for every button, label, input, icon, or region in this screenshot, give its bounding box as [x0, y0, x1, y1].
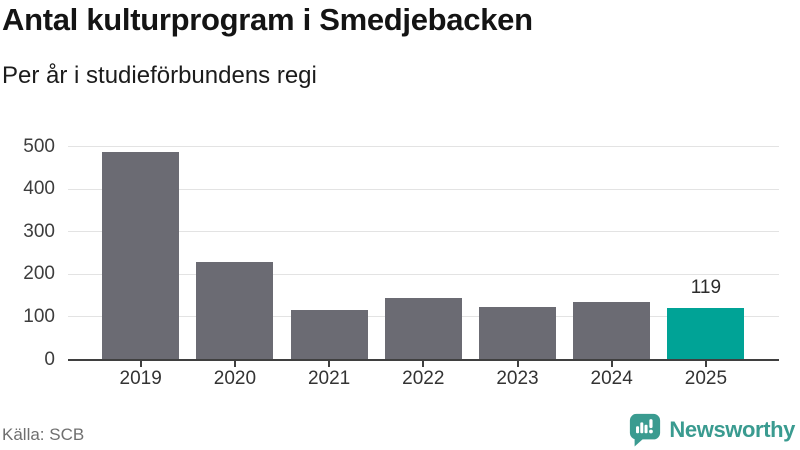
bar-2021 — [290, 310, 368, 359]
newsworthy-wordmark: Newsworthy — [669, 416, 795, 442]
logo-bar-1 — [636, 426, 640, 434]
y-tick-label-400: 400 — [23, 178, 55, 200]
logo-bar-3 — [644, 424, 648, 434]
plot-area: 2019 2020 2021 2022 2023 2024 2025 119 — [68, 146, 779, 389]
bar-2024 — [573, 302, 651, 359]
value-label-2025: 119 — [690, 277, 722, 299]
x-tick-2025 — [704, 361, 707, 367]
chart-subtitle: Per år i studieförbundens regi — [2, 62, 317, 89]
x-tick-label-2021: 2021 — [307, 368, 351, 389]
logo-bar-2 — [640, 422, 644, 434]
x-tick-label-2024: 2024 — [590, 368, 633, 389]
bar-2019 — [102, 151, 180, 359]
x-tick-2020 — [233, 361, 236, 367]
x-tick-2024 — [610, 361, 613, 367]
x-tick-label-2022: 2022 — [402, 368, 445, 389]
x-tick-label-2025: 2025 — [684, 368, 728, 389]
x-tick-label-2019: 2019 — [119, 368, 162, 389]
bar-2022 — [384, 298, 462, 359]
y-tick-label-300: 300 — [23, 220, 55, 242]
y-tick-label-200: 200 — [23, 263, 55, 285]
y-tick-label-500: 500 — [23, 135, 55, 157]
y-axis-labels: 0 100 200 300 400 500 — [0, 136, 55, 370]
gridline-500 — [68, 146, 779, 147]
y-tick-label-100: 100 — [23, 305, 55, 327]
chart-title: Antal kulturprogram i Smedjebacken — [2, 2, 533, 37]
source-label: Källa: SCB — [2, 425, 85, 444]
x-tick-label-2023: 2023 — [496, 368, 539, 389]
bar-2020 — [196, 261, 274, 359]
x-tick-2022 — [422, 361, 425, 367]
x-tick-2021 — [328, 361, 331, 367]
logo-exclamation-stem — [649, 419, 653, 429]
gridline-300 — [68, 231, 779, 233]
gridline-400 — [68, 188, 779, 190]
gridline-200 — [68, 273, 779, 275]
bar-2025 — [667, 308, 745, 359]
x-tick-label-2020: 2020 — [213, 368, 257, 389]
x-axis-line — [68, 359, 779, 361]
x-tick-2019 — [139, 361, 142, 367]
newsworthy-speech-bubble-icon — [630, 413, 661, 447]
logo-exclamation-dot — [649, 429, 654, 434]
bar-2023 — [479, 307, 556, 359]
newsworthy-logo[interactable]: Newsworthy — [628, 412, 795, 447]
x-tick-2023 — [516, 361, 519, 367]
y-tick-label-0: 0 — [44, 348, 55, 370]
